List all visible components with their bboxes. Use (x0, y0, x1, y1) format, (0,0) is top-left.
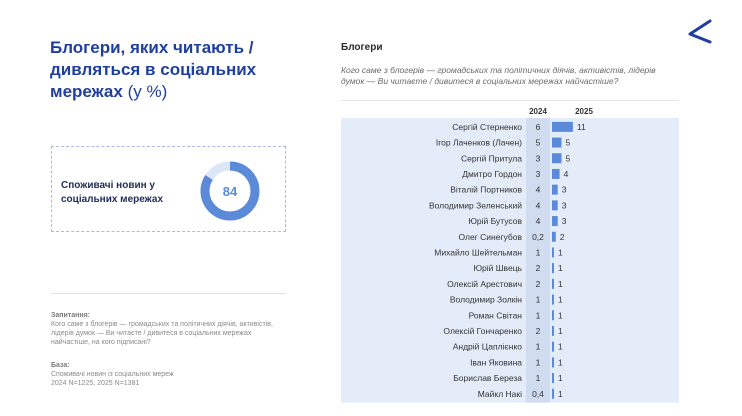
value-2024-label: 5 (536, 138, 541, 148)
kpi-value: 84 (223, 184, 238, 199)
value-2024-label: 4 (536, 185, 541, 195)
bar-2025 (552, 216, 558, 227)
category-label: Олег Синегубов (458, 232, 522, 242)
bar-2025 (552, 121, 573, 132)
bar-2025 (552, 200, 558, 211)
value-2024-label: 2 (536, 263, 541, 273)
value-2024-label: 1 (536, 295, 541, 305)
value-2024-label: 1 (536, 247, 541, 257)
question-text: Кого саме з блогерів — громадських та по… (51, 321, 273, 346)
bar-2025 (552, 247, 554, 258)
column-header-2025: 2025 (575, 107, 593, 116)
page-title-unit: (у %) (127, 82, 168, 101)
value-2025-label: 1 (558, 357, 563, 367)
value-2024-label: 1 (536, 310, 541, 320)
category-label: Володимир Зеленський (429, 200, 522, 210)
value-2025-label: 1 (558, 279, 563, 289)
category-label: Іван Яковина (470, 357, 522, 367)
category-label: Віталій Портников (450, 185, 522, 195)
value-2025-label: 5 (566, 138, 571, 148)
value-2024-label: 3 (536, 153, 541, 163)
value-2025-label: 2 (560, 232, 565, 242)
bar-2025 (552, 168, 560, 179)
value-2025-label: 1 (558, 373, 563, 383)
value-2025-label: 1 (558, 247, 563, 257)
value-2024-label: 0,2 (532, 232, 544, 242)
value-2025-label: 1 (558, 263, 563, 273)
value-2025-label: 1 (558, 326, 563, 336)
page-title-text: Блогери, яких читають / дивляться в соці… (50, 38, 257, 101)
chart-separator (341, 100, 679, 101)
value-2024-label: 2 (536, 326, 541, 336)
column-2024-band (526, 118, 550, 403)
category-label: Роман Світан (469, 310, 523, 320)
category-label: Юрій Швець (473, 263, 522, 273)
value-2025-label: 3 (562, 216, 567, 226)
value-2025-label: 5 (566, 153, 571, 163)
bar-2025 (552, 184, 558, 195)
value-2024-label: 2 (536, 279, 541, 289)
column-header-2024: 2024 (529, 107, 547, 116)
value-2025-label: 3 (562, 200, 567, 210)
category-label: Сергій Притула (461, 153, 522, 163)
category-label: Олексій Гончаренко (443, 326, 522, 336)
value-2025-label: 1 (558, 310, 563, 320)
bar-2025 (552, 137, 562, 148)
value-2024-label: 4 (536, 200, 541, 210)
value-2024-label: 1 (536, 373, 541, 383)
value-2025-label: 1 (558, 389, 563, 399)
value-2024-label: 1 (536, 357, 541, 367)
value-2025-label: 4 (564, 169, 569, 179)
bar-2025 (552, 278, 554, 289)
value-2024-label: 0,4 (532, 389, 544, 399)
value-2025-label: 1 (558, 342, 563, 352)
bar-2025 (552, 325, 554, 336)
logo-icon (688, 19, 712, 44)
bar-2025 (552, 357, 554, 368)
kpi-label: Споживачі новин у соціальних мережах (61, 180, 164, 205)
chart-title: Блогери (341, 42, 383, 53)
category-label: Дмитро Гордон (462, 169, 522, 179)
category-label: Володимир Золкін (450, 295, 522, 305)
value-2024-label: 4 (536, 216, 541, 226)
category-label: Майкл Накі (478, 389, 522, 399)
base-note: База: Споживачі новин із соціальних мере… (51, 361, 291, 388)
value-2025-label: 11 (577, 122, 586, 132)
value-2024-label: 6 (536, 122, 541, 132)
bar-2025 (552, 341, 554, 352)
bar-2025 (552, 310, 554, 321)
page-title: Блогери, яких читають / дивляться в соці… (50, 37, 290, 103)
bar-2025 (552, 294, 554, 305)
question-label: Запитання: (51, 312, 91, 319)
notes-divider (51, 293, 286, 294)
kpi-card: Споживачі новин у соціальних мережах 84 (51, 146, 286, 232)
question-note: Запитання: Кого саме з блогерів — громад… (51, 311, 291, 347)
category-label: Сергій Стерненко (452, 122, 522, 132)
bar-2025 (552, 231, 556, 242)
category-label: Олексій Арестович (447, 279, 522, 289)
base-text-1: Споживачі новин із соціальних мереж (51, 371, 174, 378)
value-2024-label: 1 (536, 342, 541, 352)
value-2025-label: 1 (558, 295, 563, 305)
value-2025-label: 3 (562, 185, 567, 195)
donut-fill (200, 161, 260, 221)
bar-2025 (552, 153, 562, 164)
kpi-donut: 84 (200, 161, 260, 221)
chart-subtitle: Кого саме з блогерів — громадських та по… (341, 65, 656, 86)
base-text-2: 2024 N=1225, 2025 N=1381 (51, 380, 140, 387)
category-label: Андрій Цаплієнко (453, 342, 523, 352)
chart-panel (341, 118, 679, 403)
category-label: Ігор Лаченков (Лачен) (436, 138, 522, 148)
category-label: Михайло Шейтельман (434, 247, 522, 257)
bar-2025 (552, 263, 554, 274)
bar-2025 (552, 388, 554, 399)
category-label: Борислав Береза (453, 373, 522, 383)
bar-2025 (552, 373, 554, 384)
base-label: База: (51, 362, 70, 369)
category-label: Юрій Бутусов (468, 216, 522, 226)
value-2024-label: 3 (536, 169, 541, 179)
